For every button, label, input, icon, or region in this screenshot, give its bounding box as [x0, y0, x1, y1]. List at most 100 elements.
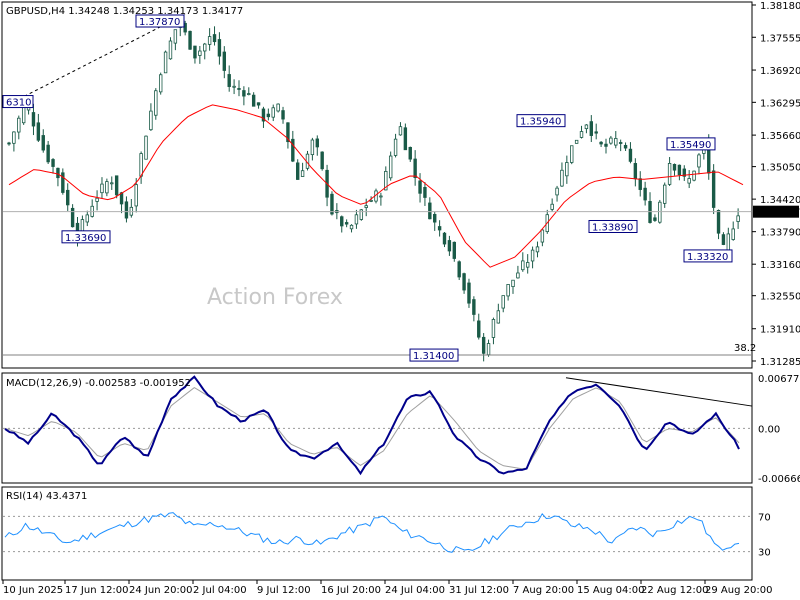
candle-body	[643, 187, 647, 201]
candle-body	[114, 175, 119, 196]
candle-body	[594, 131, 598, 134]
candle-body	[525, 262, 530, 268]
candle-body	[344, 222, 349, 225]
candle-body	[442, 232, 447, 245]
y-tick-label: 1.34420	[760, 195, 800, 206]
candle-body	[584, 124, 589, 130]
y-tick-label: 1.37555	[760, 33, 800, 44]
candle-body	[462, 273, 466, 291]
candle-body	[217, 39, 222, 57]
price-level-box	[666, 137, 716, 151]
candle-body	[658, 201, 662, 223]
y-tick-label: 1.36295	[760, 98, 800, 109]
candle-body	[134, 184, 138, 207]
candle-body	[472, 299, 476, 315]
candle-body	[296, 162, 300, 180]
moving-average-line	[8, 104, 744, 268]
candle-body	[139, 153, 143, 177]
macd-divergence-line	[565, 377, 753, 407]
candle-body	[158, 74, 163, 93]
candle-body	[261, 108, 266, 122]
candle-body	[12, 131, 16, 144]
y-tick-label: 1.38180	[760, 1, 800, 12]
candle-body	[300, 170, 305, 177]
candle-body	[266, 113, 271, 118]
candle-body	[736, 215, 740, 222]
candle-body	[653, 217, 657, 221]
x-tick-label: 9 Jul 12:00	[257, 585, 311, 596]
candle-body	[198, 50, 202, 56]
y-tick-label: 1.33790	[760, 228, 800, 239]
candle-body	[251, 94, 256, 107]
candle-body	[599, 141, 603, 145]
candle-body	[452, 241, 456, 259]
candle-body	[281, 110, 285, 120]
candle-body	[609, 137, 613, 144]
x-tick-label: 16 Jul 20:00	[321, 585, 381, 596]
candle-body	[7, 142, 11, 145]
candle-body	[154, 90, 158, 116]
price-level-label: 1.37870	[139, 17, 180, 28]
candle-body	[403, 127, 408, 151]
x-tick-label: 10 Jun 2025	[3, 585, 63, 596]
candle-body	[721, 234, 726, 245]
fib-level-label: 38.2	[734, 343, 756, 354]
macd-tick-label: 0.006772	[758, 374, 800, 385]
candle-body	[418, 180, 422, 194]
candle-body	[672, 163, 677, 171]
candle-body	[271, 107, 275, 118]
rsi-panel	[1, 486, 753, 581]
x-tick-label: 22 Aug 12:00	[641, 585, 708, 596]
macd-line	[4, 375, 740, 476]
candle-body	[428, 202, 432, 220]
candle-body	[100, 183, 104, 194]
y-tick-label: 1.33160	[760, 260, 800, 271]
y-tick-label: 1.36920	[760, 66, 800, 77]
candle-body	[349, 224, 354, 230]
candle-body	[369, 199, 373, 202]
candle-body	[623, 144, 628, 149]
x-tick-label: 29 Aug 20:00	[705, 585, 772, 596]
current-price-tick: 1.34177	[759, 208, 800, 219]
candle-body	[663, 184, 667, 204]
price-level-box	[683, 249, 733, 263]
price-level-label: 1.33320	[687, 252, 728, 263]
macd-panel	[1, 372, 753, 484]
price-level-label: 1.35490	[670, 140, 711, 151]
candle-body	[530, 249, 535, 262]
y-tick-label: 1.32550	[760, 292, 800, 303]
macd-tick-label: 0.00	[758, 424, 780, 435]
price-level-box	[135, 14, 185, 28]
candle-body	[535, 246, 540, 253]
candle-body	[437, 226, 442, 231]
candle-body	[276, 103, 280, 112]
candle-body	[41, 135, 45, 151]
candle-body	[379, 195, 383, 198]
candle-body	[286, 122, 290, 143]
candle-body	[540, 229, 545, 243]
candle-body	[692, 170, 696, 181]
candle-body	[168, 40, 173, 60]
price-level-box	[588, 219, 638, 233]
candle-body	[340, 216, 344, 227]
candle-body	[144, 135, 148, 160]
x-tick-label: 31 Jul 12:00	[449, 585, 509, 596]
candle-body	[506, 284, 510, 297]
candle-body	[124, 201, 129, 219]
x-tick-label: 7 Aug 20:00	[513, 585, 574, 596]
x-tick-label: 15 Aug 04:00	[577, 585, 644, 596]
candle-body	[66, 189, 70, 206]
candle-body	[51, 159, 55, 167]
candle-body	[565, 162, 569, 177]
candle-body	[227, 74, 231, 87]
candle-body	[85, 214, 89, 223]
candle-body	[354, 214, 359, 225]
candle-body	[408, 146, 412, 160]
candle-body	[579, 131, 584, 138]
candle-body	[467, 282, 471, 304]
price-level-box	[516, 114, 566, 128]
candle-body	[716, 209, 721, 234]
current-price-tag	[753, 205, 799, 218]
